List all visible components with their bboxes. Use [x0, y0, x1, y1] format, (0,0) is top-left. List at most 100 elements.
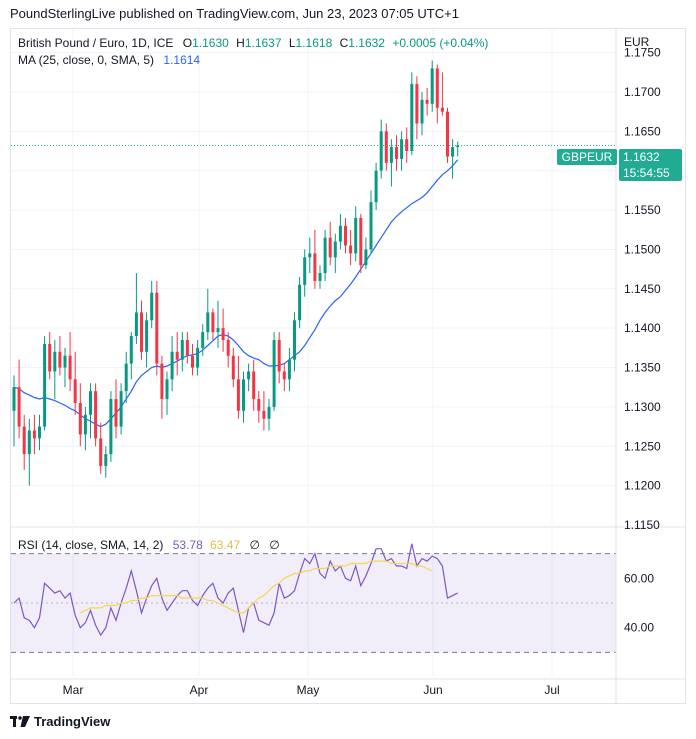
- candle-body: [400, 139, 404, 159]
- candle-body: [145, 320, 149, 352]
- candle-body: [109, 399, 113, 455]
- candle-body: [201, 332, 205, 348]
- price-tick-label: 1.1400: [624, 321, 661, 335]
- time-tick-label: Mar: [63, 683, 84, 697]
- candle-body: [191, 355, 194, 368]
- candle-body: [89, 391, 92, 415]
- candle-body: [308, 253, 312, 258]
- candle-body: [38, 426, 41, 439]
- price-tick-label: 1.1350: [624, 361, 661, 375]
- ma-value: 1.1614: [163, 53, 201, 67]
- axes: 1.17501.17001.16501.16001.15501.15001.14…: [11, 29, 685, 704]
- moving-average-line: [13, 159, 459, 428]
- candle-body: [43, 343, 47, 427]
- rsi-extra-1: ∅: [249, 538, 260, 552]
- candle-body: [196, 347, 200, 368]
- rsi-lines: [13, 543, 458, 637]
- candle-body: [435, 68, 439, 108]
- candle-body: [150, 292, 154, 321]
- low-value: 1.1618: [295, 36, 333, 50]
- candle-body: [53, 351, 57, 372]
- symbol-name[interactable]: British Pound / Euro, 1D, ICE: [18, 36, 174, 50]
- candle-body: [27, 430, 31, 455]
- candle-body: [379, 131, 383, 171]
- candle-body: [68, 355, 72, 380]
- ma-label[interactable]: MA (25, close, 0, SMA, 5): [18, 53, 155, 67]
- candle-body: [374, 170, 378, 203]
- candle-body: [180, 339, 184, 360]
- price-tick-label: 1.1200: [624, 479, 661, 493]
- candle-body: [78, 402, 82, 435]
- open-value: 1.1630: [192, 36, 229, 50]
- candle-body: [231, 355, 235, 380]
- price-tick-label: 1.1650: [624, 124, 661, 138]
- candle-body: [17, 387, 21, 427]
- candle-body: [94, 391, 98, 439]
- candle-body: [63, 355, 67, 368]
- low-label: L: [288, 36, 296, 50]
- candlestick-series: [12, 60, 460, 486]
- candle-body: [344, 225, 347, 246]
- time-tick-label: Jun: [423, 683, 442, 697]
- candle-body: [323, 237, 327, 274]
- candle-body: [313, 253, 317, 281]
- price-tick-label: 1.1700: [624, 85, 661, 99]
- rsi-ma-polyline: [80, 560, 433, 614]
- high-label: H: [236, 36, 245, 50]
- candle-body: [303, 257, 307, 285]
- tradingview-logo[interactable]: TradingView: [10, 714, 110, 729]
- candle-body: [425, 99, 429, 104]
- candle-body: [22, 426, 26, 455]
- candle-body: [405, 139, 409, 152]
- candle-body: [298, 284, 302, 321]
- candle-body: [293, 320, 296, 360]
- candle-body: [389, 147, 393, 163]
- candle-body: [48, 343, 52, 372]
- candle-body: [272, 339, 276, 407]
- rsi-tick-label: 40.00: [624, 621, 654, 635]
- price-tick-label: 1.1250: [624, 439, 661, 453]
- candle-body: [165, 379, 169, 400]
- brand-text: TradingView: [34, 714, 111, 729]
- rsi-ma-value: 63.47: [210, 538, 241, 552]
- candle-body: [155, 292, 159, 364]
- price-tick-label: 1.1150: [624, 518, 660, 532]
- rsi-band: [11, 553, 616, 653]
- candle-body: [354, 217, 358, 254]
- candle-body: [185, 339, 189, 356]
- candle-body: [58, 351, 62, 368]
- candle-body: [83, 414, 87, 435]
- candle-body: [129, 336, 133, 364]
- time-tick-label: Jul: [544, 683, 559, 697]
- chart-frame[interactable]: [10, 28, 686, 704]
- candle-body: [99, 438, 103, 466]
- candle-body: [140, 312, 143, 352]
- rsi-polyline: [13, 543, 458, 637]
- candle-body: [247, 371, 251, 380]
- candle-body: [359, 217, 363, 266]
- price-tick-label: 1.1750: [624, 46, 661, 60]
- price-tick-label: 1.1450: [624, 282, 661, 296]
- rsi-legend: RSI (14, close, SMA, 14, 2) 53.78 63.47 …: [18, 538, 280, 552]
- candle-body: [216, 328, 220, 333]
- rsi-label[interactable]: RSI (14, close, SMA, 14, 2): [18, 538, 164, 552]
- price-tick-label: 1.1300: [624, 400, 661, 414]
- candle-body: [446, 111, 449, 157]
- ma-legend: MA (25, close, 0, SMA, 5) 1.1614: [18, 53, 200, 67]
- candle-body: [160, 363, 164, 400]
- candle-body: [430, 68, 434, 104]
- candle-body: [104, 454, 108, 466]
- price-tick-label: 1.1500: [624, 242, 661, 256]
- candle-body: [287, 359, 291, 380]
- close-label: C: [339, 36, 349, 50]
- candle-body: [328, 237, 332, 258]
- currency-label: EUR: [624, 35, 650, 49]
- candle-body: [420, 99, 424, 124]
- candle-body: [395, 147, 398, 159]
- price-tick-label: 1.1550: [624, 203, 661, 217]
- rsi-extra-2: ∅: [269, 538, 280, 552]
- candle-body: [415, 84, 419, 124]
- publisher-caption: PoundSterlingLive published on TradingVi…: [10, 6, 459, 21]
- candle-body: [456, 145, 460, 148]
